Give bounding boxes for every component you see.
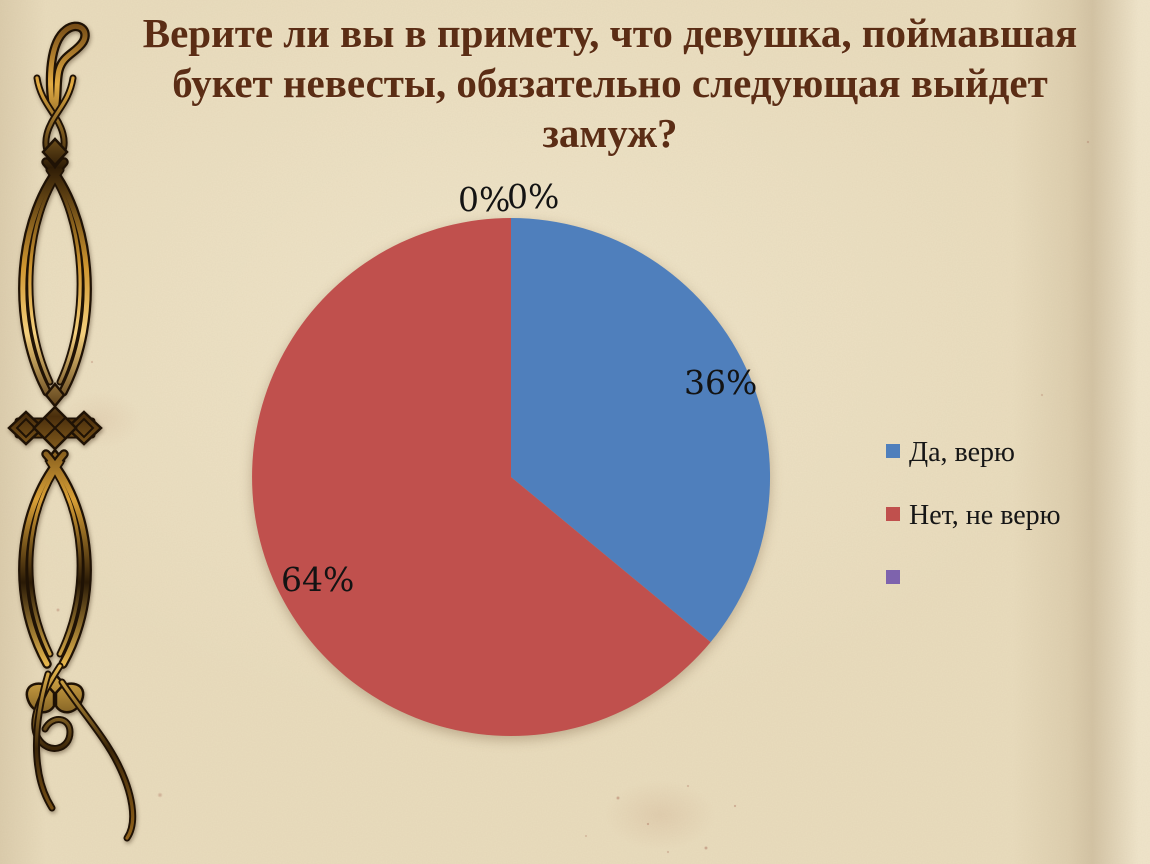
pie-slice-yes: [511, 218, 771, 643]
ornament-lower-vesica: [18, 449, 92, 669]
legend-label-no: Нет, не верю: [909, 500, 1061, 531]
legend-swatch-empty: [886, 570, 900, 584]
legend-label-yes: Да, верю: [909, 437, 1015, 468]
ornament-border: [7, 21, 137, 842]
data-label-zero-1: 0%: [458, 180, 511, 219]
pie: [252, 218, 771, 736]
legend-item-yes: Да, верю: [886, 437, 1061, 469]
data-label-yes: 36%: [684, 363, 758, 402]
legend: Да, верю Нет, не верю: [886, 437, 1061, 595]
pie-slice-no: [252, 218, 711, 736]
legend-swatch-no: [886, 507, 900, 521]
slide-title: Верите ли вы в примету, что девушка, пой…: [142, 10, 1078, 156]
data-label-no: 64%: [281, 560, 355, 599]
legend-item-empty: [886, 563, 1061, 595]
legend-swatch-yes: [886, 444, 900, 458]
ornament-top-curl: [33, 21, 90, 167]
ornament-upper-vesica: [18, 157, 92, 397]
data-label-zero-2: 0%: [507, 177, 560, 216]
ornament-tail-curl: [31, 662, 137, 842]
legend-item-no: Нет, не верю: [886, 500, 1061, 532]
